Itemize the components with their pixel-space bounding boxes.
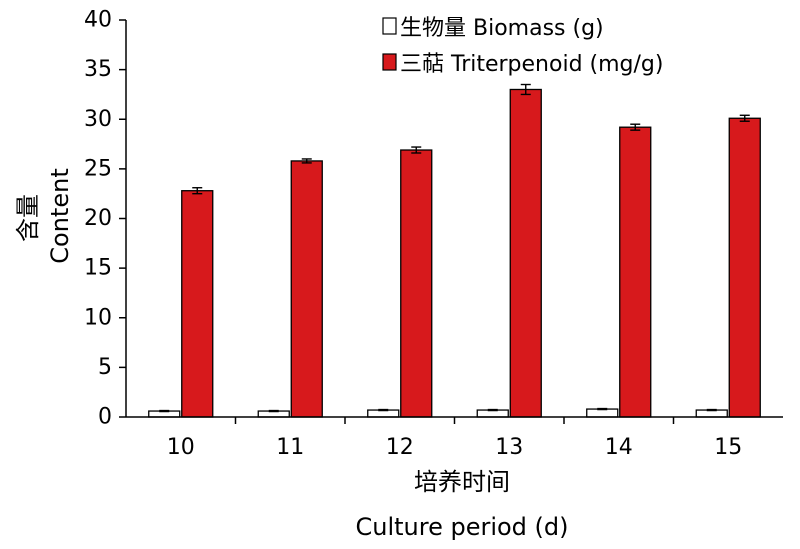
legend: 生物量 Biomass (g) 三萜 Triterpenoid (mg/g) <box>382 16 663 77</box>
error-bar-triterpenoid-15 <box>739 114 750 122</box>
bar-triterpenoid-14 <box>619 126 652 418</box>
bars <box>148 88 761 418</box>
bar-triterpenoid-15 <box>728 117 761 418</box>
legend-label-biomass: 生物量 Biomass (g) <box>400 16 604 41</box>
x-tick-label: 15 <box>714 435 742 460</box>
y-tick-label: 5 <box>98 355 112 380</box>
y-axis-label-cn: 含量 <box>14 194 42 242</box>
error-bar-biomass-15 <box>706 408 717 412</box>
error-bar-triterpenoid-10 <box>192 187 203 195</box>
error-bar-triterpenoid-11 <box>301 158 312 164</box>
y-tick-label: 20 <box>84 206 112 231</box>
x-axis-label-cn: 培养时间 <box>414 468 510 496</box>
y-tick-label: 10 <box>84 305 112 330</box>
legend-label-triterpenoid: 三萜 Triterpenoid (mg/g) <box>400 52 663 77</box>
error-bar-biomass-10 <box>159 409 170 413</box>
error-bar-biomass-13 <box>487 408 498 412</box>
x-axis-label: Culture period (d) <box>355 513 568 541</box>
legend-swatch-biomass <box>382 17 397 35</box>
error-bar-triterpenoid-13 <box>520 83 531 96</box>
y-tick-label: 25 <box>84 156 112 181</box>
y-tick-label: 40 <box>84 8 112 33</box>
y-tick-label: 35 <box>84 57 112 82</box>
x-tick-label: 13 <box>495 435 523 460</box>
x-tick-label: 10 <box>167 435 195 460</box>
error-bar-biomass-14 <box>597 407 608 411</box>
bar-triterpenoid-11 <box>290 160 323 418</box>
bar-triterpenoid-13 <box>509 88 542 418</box>
error-bar-biomass-11 <box>268 409 279 413</box>
error-bar-triterpenoid-14 <box>630 123 641 131</box>
x-tick-label: 11 <box>276 435 304 460</box>
y-tick-label: 15 <box>84 256 112 281</box>
x-tick-label: 12 <box>386 435 414 460</box>
x-tick-label: 14 <box>605 435 633 460</box>
bar-triterpenoid-10 <box>181 190 214 418</box>
y-tick-label: 30 <box>84 107 112 132</box>
y-tick-label: 0 <box>98 405 112 430</box>
error-bar-triterpenoid-12 <box>411 146 422 154</box>
legend-swatch-triterpenoid <box>382 53 397 71</box>
error-bars <box>159 83 750 413</box>
bar-triterpenoid-12 <box>400 149 433 418</box>
error-bar-biomass-12 <box>378 408 389 412</box>
y-axis-ticks: 0 5 10 15 20 25 30 35 40 <box>84 8 126 430</box>
y-axis-label: Content <box>46 168 74 263</box>
x-axis-ticks: 10 11 12 13 14 15 <box>167 417 742 460</box>
